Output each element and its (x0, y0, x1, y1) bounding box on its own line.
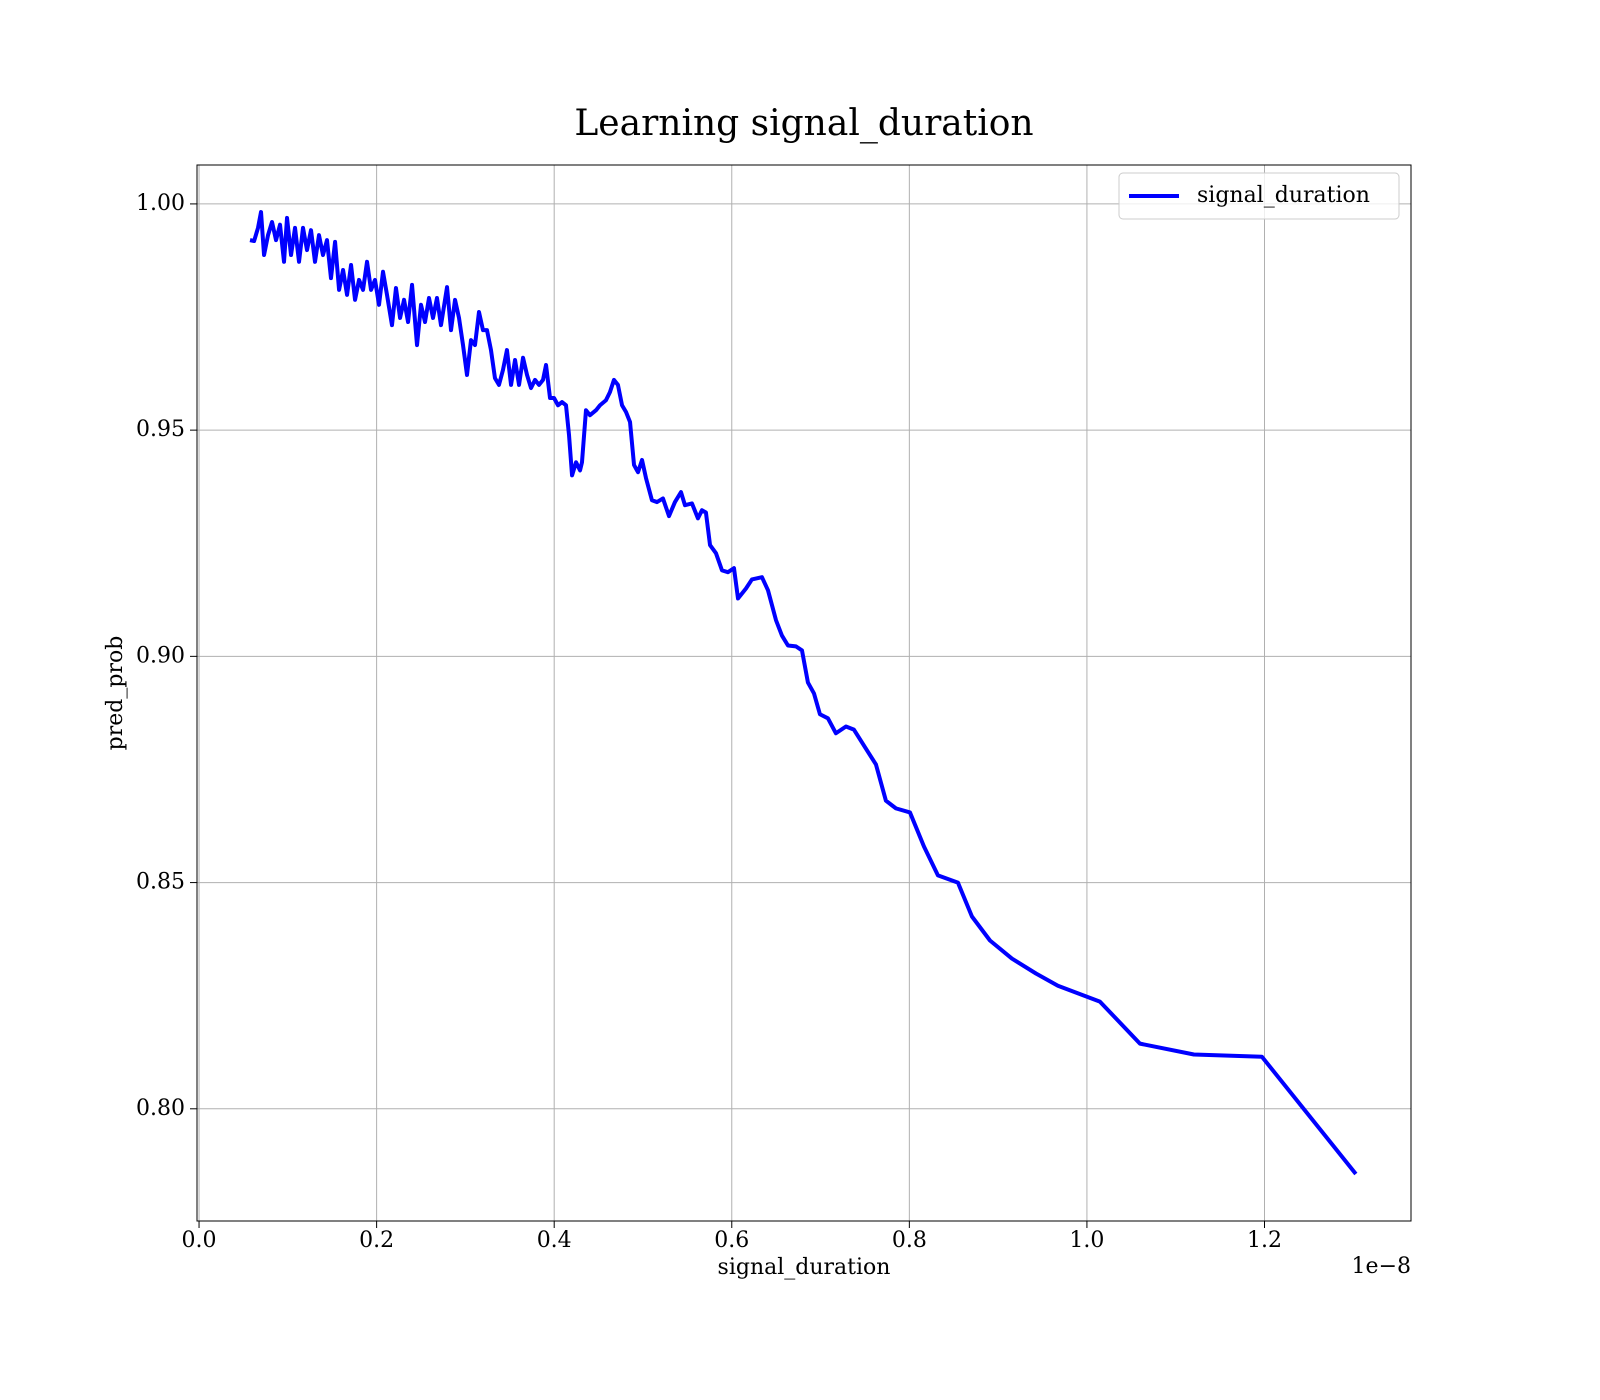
x-tick-label: 0.8 (892, 1228, 927, 1253)
x-tick-label: 0.0 (182, 1228, 217, 1253)
legend-label: signal_duration (1197, 183, 1370, 208)
x-tick-label: 0.2 (359, 1228, 394, 1253)
line-series (249, 210, 1358, 1176)
y-tick-label: 0.95 (136, 417, 185, 442)
x-offset-text: 1e−8 (1352, 1254, 1411, 1279)
plot-frame (196, 164, 1412, 1222)
y-tick-label: 0.85 (136, 870, 185, 895)
legend-box (1118, 172, 1400, 220)
x-tick-label: 0.6 (714, 1228, 749, 1253)
x-axis-label: signal_duration (718, 1255, 891, 1280)
y-tick-label: 0.80 (136, 1096, 185, 1121)
y-tick-label: 0.90 (136, 643, 185, 668)
y-tick-label: 1.00 (136, 191, 185, 216)
x-tick-label: 1.2 (1247, 1228, 1282, 1253)
chart-title: Learning signal_duration (574, 103, 1033, 144)
y-axis-label: pred_prob (103, 636, 128, 751)
x-tick-label: 1.0 (1069, 1228, 1104, 1253)
x-tick-label: 0.4 (537, 1228, 572, 1253)
